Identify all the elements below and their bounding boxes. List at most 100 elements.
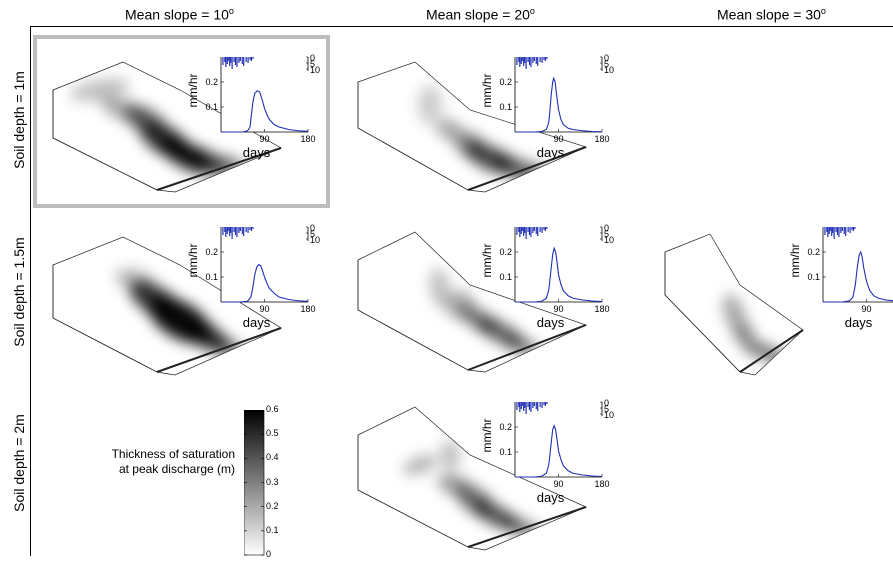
saturation-blob <box>440 440 460 470</box>
highlight-box <box>33 35 330 208</box>
colorbar-tick-label: 0.6 <box>266 404 279 414</box>
rain-tick-label: 10 <box>604 235 614 245</box>
column-title: Mean slope = 10o <box>125 6 234 23</box>
colorbar <box>244 410 265 556</box>
panel-depth15-slope20: 0.1 0.2 90 180 0 5 10 mm/hr days <box>350 220 635 380</box>
hillslope-surface <box>358 62 586 192</box>
panel-depth1-slope20: 0.1 0.2 90 180 0 5 10 mm/hr days <box>350 50 635 200</box>
y-axis-label: mm/hr <box>186 74 200 108</box>
colorbar-label: Thickness of saturation at peak discharg… <box>111 447 235 476</box>
x-tick-label: 180 <box>300 304 315 314</box>
frame-left-line <box>30 26 31 556</box>
x-tick-label: 90 <box>553 479 563 489</box>
x-axis-label: days <box>243 315 271 330</box>
discharge-line <box>221 263 309 303</box>
rain-tick-label: 0 <box>310 223 315 233</box>
saturation-field <box>429 268 539 356</box>
y-tick-label: 0.2 <box>205 77 218 87</box>
x-tick-label: 180 <box>594 134 609 144</box>
x-axis-label: days <box>537 145 565 160</box>
row-title: Soil depth = 2m <box>11 414 27 512</box>
column-title: Mean slope = 20o <box>426 6 535 23</box>
rain-tick-label: 5 <box>604 59 609 69</box>
x-tick-label: 180 <box>594 479 609 489</box>
rain-tick-label: 10 <box>604 410 614 420</box>
x-tick-label: 90 <box>259 304 269 314</box>
discharge-line <box>515 246 603 303</box>
hillslope-base <box>467 146 587 191</box>
saturation-blob <box>182 144 228 176</box>
saturation-blob <box>418 85 442 125</box>
y-tick-label: 0.1 <box>807 272 820 282</box>
hillslope-svg <box>357 406 587 551</box>
hillslope-edge <box>52 90 158 191</box>
y-tick-label: 0.2 <box>499 422 512 432</box>
colorbar-tick-label: 0.4 <box>266 452 279 463</box>
colorbar-tick-label: 0.3 <box>266 476 279 487</box>
rain-tick-label: 10 <box>310 65 320 75</box>
y-axis-label: mm/hr <box>480 419 494 453</box>
y-axis-label: mm/hr <box>480 74 494 108</box>
y-axis-label: mm/hr <box>186 244 200 278</box>
hillslope-edge <box>52 265 158 373</box>
x-tick-label: 180 <box>594 304 609 314</box>
saturation-blob <box>70 78 130 102</box>
y-axis-label: mm/hr <box>788 244 802 278</box>
discharge-line <box>515 424 603 478</box>
rain-tick-label: 5 <box>310 229 315 239</box>
y-tick-label: 0.1 <box>499 102 512 112</box>
hillslope-svg <box>52 236 282 376</box>
hillslope-base <box>156 147 282 191</box>
panel-depth15-slope10: 0.1 0.2 90 180 0 5 10 mm/hr days <box>45 220 330 380</box>
saturation-field <box>402 440 541 538</box>
saturation-blob <box>501 334 539 356</box>
row-title: Soil depth = 1m <box>11 71 27 169</box>
x-tick-label: 90 <box>553 134 563 144</box>
hillslope-surface <box>358 407 586 550</box>
hillslope-edge <box>664 252 741 373</box>
rain-tick-label: 5 <box>310 59 315 69</box>
hillslope-svg <box>52 61 282 193</box>
saturation-blob <box>402 455 438 475</box>
discharge-line <box>823 250 893 303</box>
saturation-field <box>115 269 248 358</box>
y-tick-label: 0.1 <box>499 272 512 282</box>
hillslope-svg <box>357 231 587 373</box>
rain-tick-label: 10 <box>310 235 320 245</box>
y-tick-label: 0.1 <box>205 272 218 282</box>
saturation-blob <box>735 325 755 345</box>
frame-top-line <box>30 26 893 27</box>
y-tick-label: 0.2 <box>499 77 512 87</box>
rain-tick-label: 0 <box>604 223 609 233</box>
rain-tick-label: 10 <box>604 65 614 75</box>
y-tick-label: 0.1 <box>499 447 512 457</box>
y-axis-label: mm/hr <box>480 244 494 278</box>
discharge-line <box>515 76 603 133</box>
saturation-blob <box>722 294 748 336</box>
saturation-blob <box>429 268 451 308</box>
colorbar-tick-label: 0.2 <box>266 500 279 511</box>
hillslope-svg <box>664 233 804 376</box>
x-tick-label: 90 <box>259 134 269 144</box>
x-axis-label: days <box>537 315 565 330</box>
rain-tick-label: 5 <box>604 404 609 414</box>
x-axis-label: days <box>537 490 565 505</box>
rain-tick-label: 0 <box>310 53 315 63</box>
hillslope-edge <box>357 435 469 548</box>
panel-depth2-slope20: 0.1 0.2 90 180 0 5 10 mm/hr days <box>350 395 635 555</box>
hillslope-svg <box>357 61 587 193</box>
hillslope-base <box>467 324 587 371</box>
y-tick-label: 0.2 <box>499 247 512 257</box>
x-tick-label: 90 <box>861 304 871 314</box>
x-axis-label: days <box>845 315 873 330</box>
x-axis-label: days <box>243 145 271 160</box>
colorbar-tick-label: 0.5 <box>266 428 279 439</box>
saturation-blob <box>436 118 464 142</box>
